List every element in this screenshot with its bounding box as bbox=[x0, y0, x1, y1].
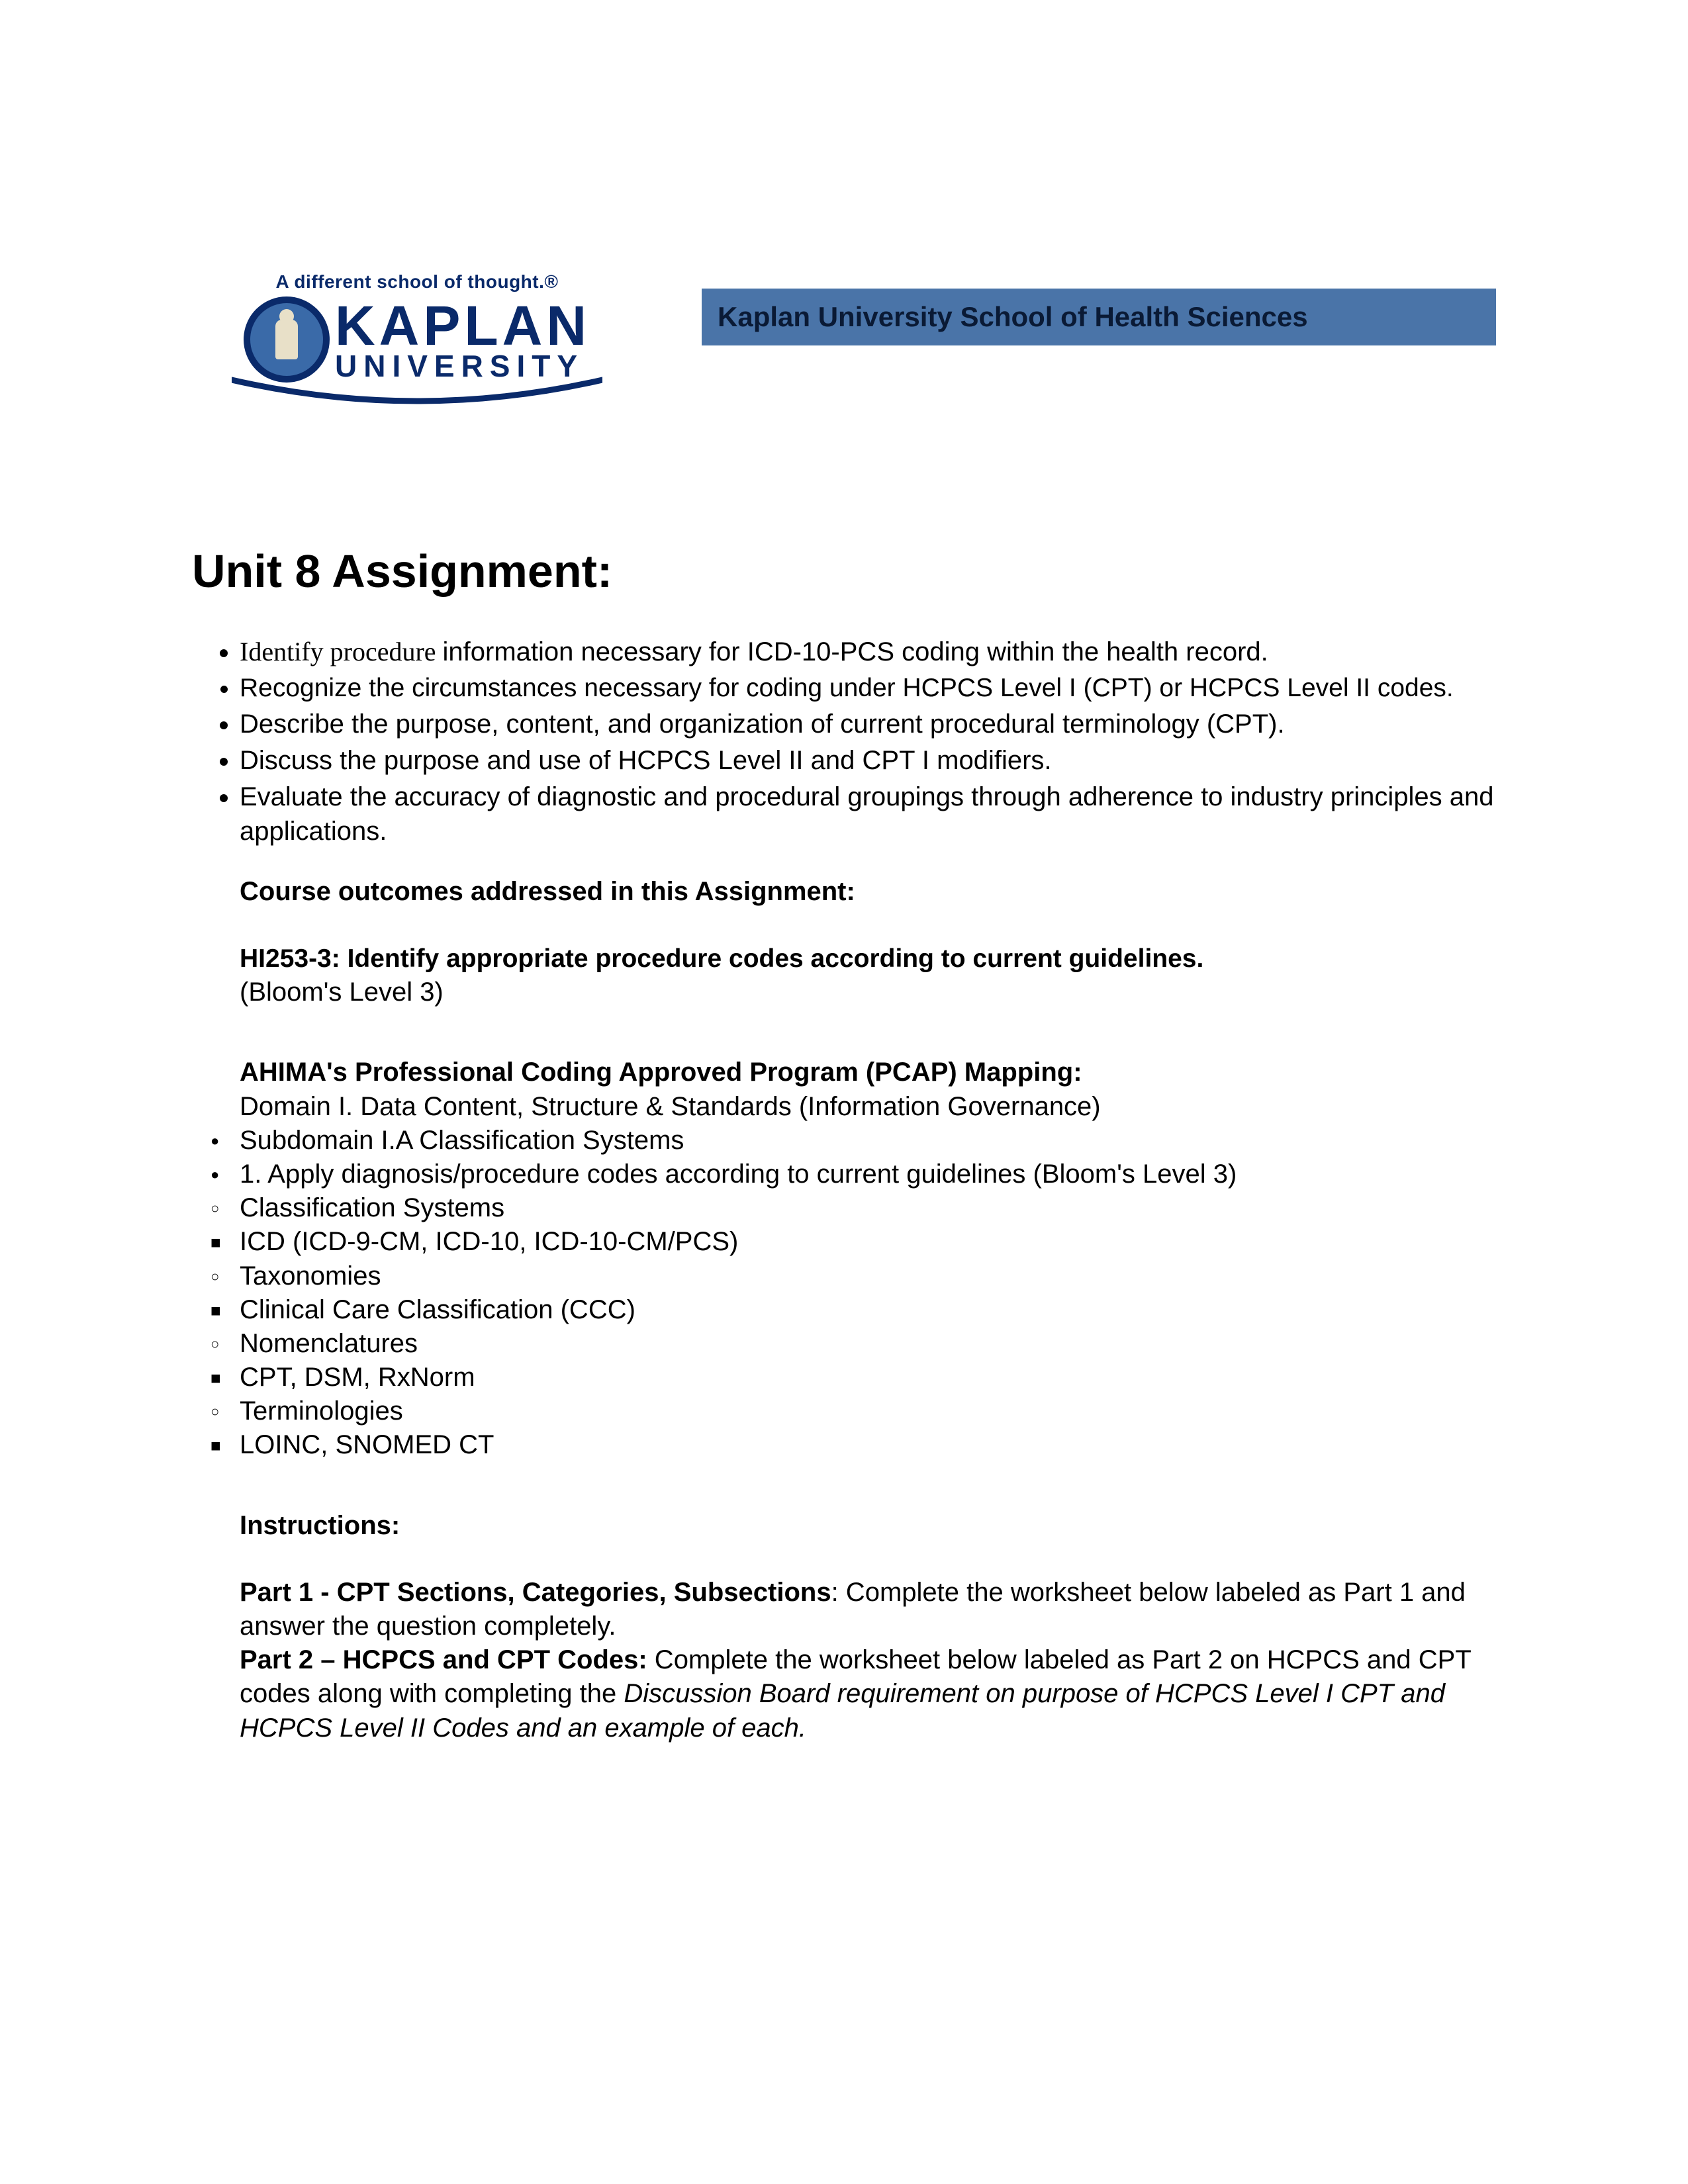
content-body: Identify procedure information necessary… bbox=[192, 635, 1496, 1745]
kaplan-logo-block: A different school of thought.® KAPLAN U… bbox=[192, 271, 642, 412]
objectives-list: Identify procedure information necessary… bbox=[192, 635, 1496, 848]
outcomes-heading: Course outcomes addressed in this Assign… bbox=[240, 875, 1496, 909]
list-item: Describe the purpose, content, and organ… bbox=[240, 707, 1496, 741]
list-item: LOINC, SNOMED CT bbox=[240, 1428, 1496, 1462]
part1-line: Part 1 - CPT Sections, Categories, Subse… bbox=[240, 1576, 1496, 1643]
outcome-line: HI253-3: Identify appropriate procedure … bbox=[240, 942, 1496, 976]
list-item: Evaluate the accuracy of diagnostic and … bbox=[240, 780, 1496, 848]
list-item: Classification Systems bbox=[240, 1191, 1496, 1225]
torch-medallion-icon bbox=[244, 296, 330, 383]
outcome-bloom: (Bloom's Level 3) bbox=[240, 976, 1496, 1009]
pcap-domain: Domain I. Data Content, Structure & Stan… bbox=[240, 1090, 1496, 1124]
logo-wordmark: KAPLAN UNIVERSITY bbox=[335, 298, 590, 381]
part1-label: Part 1 - CPT Sections, Categories, Subse… bbox=[240, 1578, 831, 1607]
list-item: 1. Apply diagnosis/procedure codes accor… bbox=[240, 1158, 1496, 1191]
torch-icon bbox=[275, 320, 298, 359]
school-banner: Kaplan University School of Health Scien… bbox=[702, 289, 1496, 345]
list-item: ICD (ICD-9-CM, ICD-10, ICD-10-CM/PCS) bbox=[240, 1225, 1496, 1259]
list-item: Clinical Care Classification (CCC) bbox=[240, 1293, 1496, 1327]
pcap-mapping-list: Subdomain I.A Classification Systems 1. … bbox=[192, 1124, 1496, 1463]
list-item: Taxonomies bbox=[240, 1259, 1496, 1293]
list-item: Identify procedure information necessary… bbox=[240, 635, 1496, 669]
page-title: Unit 8 Assignment: bbox=[192, 545, 1496, 598]
document-page: A different school of thought.® KAPLAN U… bbox=[0, 0, 1688, 2184]
outcome-code: HI253-3: Identify appropriate procedure … bbox=[240, 944, 1203, 973]
list-item: Recognize the circumstances necessary fo… bbox=[240, 672, 1496, 705]
pcap-heading: AHIMA's Professional Coding Approved Pro… bbox=[240, 1056, 1496, 1089]
part2-label: Part 2 – HCPCS and CPT Codes: bbox=[240, 1645, 647, 1674]
list-item: Subdomain I.A Classification Systems bbox=[240, 1124, 1496, 1158]
instructions-heading: Instructions: bbox=[240, 1509, 1496, 1543]
part2-line: Part 2 – HCPCS and CPT Codes: Complete t… bbox=[240, 1643, 1496, 1745]
logo-swoop-icon bbox=[232, 376, 602, 409]
list-item: Discuss the purpose and use of HCPCS Lev… bbox=[240, 744, 1496, 778]
list-item: Nomenclatures bbox=[240, 1327, 1496, 1361]
logo-tagline: A different school of thought.® bbox=[192, 271, 642, 293]
outcomes-section: Course outcomes addressed in this Assign… bbox=[240, 875, 1496, 1010]
objective-prefix: Identify procedure bbox=[240, 637, 443, 666]
header-row: A different school of thought.® KAPLAN U… bbox=[192, 271, 1496, 412]
list-item: Terminologies bbox=[240, 1394, 1496, 1428]
pcap-section: AHIMA's Professional Coding Approved Pro… bbox=[240, 1056, 1496, 1123]
logo-inner: KAPLAN UNIVERSITY bbox=[192, 296, 642, 383]
list-item: CPT, DSM, RxNorm bbox=[240, 1361, 1496, 1394]
logo-line-kaplan: KAPLAN bbox=[335, 298, 590, 353]
instructions-section: Instructions: Part 1 - CPT Sections, Cat… bbox=[240, 1509, 1496, 1745]
objective-text: information necessary for ICD-10-PCS cod… bbox=[443, 637, 1268, 666]
